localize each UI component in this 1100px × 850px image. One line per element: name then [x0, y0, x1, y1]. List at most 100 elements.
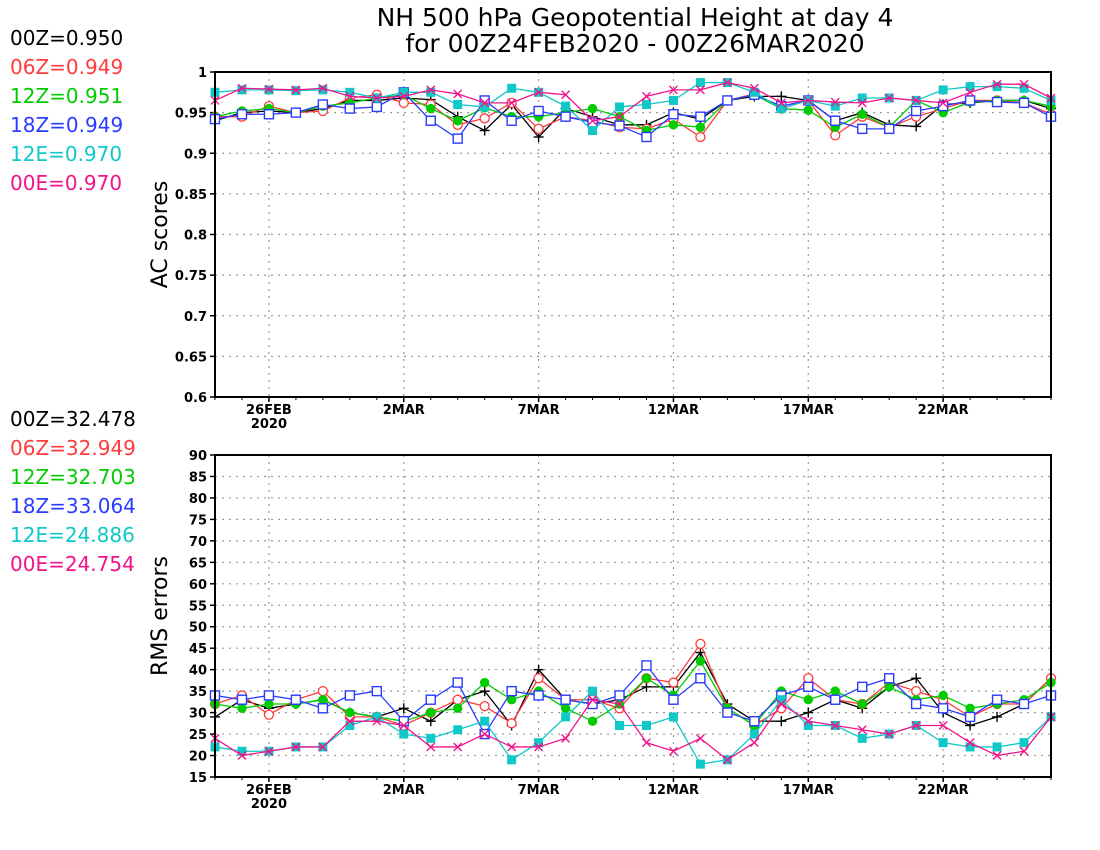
rms-point-00e	[830, 720, 840, 730]
rms-ytick-label: 65	[189, 556, 207, 571]
ac-ytick-label: 0.85	[175, 188, 207, 203]
ac-point-12z	[668, 120, 679, 130]
ac-ytick-label: 0.8	[184, 229, 207, 244]
rms-point-18z	[857, 681, 868, 693]
rms-point-12z	[560, 703, 571, 714]
rms-point-12e	[453, 725, 463, 735]
rms-point-00e	[641, 738, 651, 748]
rms-point-06z	[533, 673, 544, 684]
rms-legend-entry: 18Z=33.064	[10, 494, 136, 518]
rms-point-06z	[479, 701, 490, 712]
rms-point-00z	[479, 686, 490, 697]
ac-point-12e	[992, 82, 1002, 92]
rms-point-12e	[938, 738, 948, 748]
rms-ytick-label: 20	[189, 750, 207, 765]
rms-point-12e	[668, 712, 678, 722]
rms-point-12e	[857, 733, 867, 743]
rms-ytick-label: 80	[189, 492, 207, 507]
rms-point-12e	[399, 729, 409, 739]
ac-series-line-06z	[215, 93, 1052, 138]
ac-point-12e	[668, 95, 678, 105]
rms-point-18z	[317, 703, 329, 714]
rms-point-00z	[776, 716, 787, 727]
ac-point-12e	[426, 87, 436, 97]
ac-point-18z	[641, 131, 652, 143]
rms-point-18z	[641, 660, 652, 671]
rms-point-00z	[398, 703, 409, 714]
rms-legend-entry: 00E=24.754	[10, 552, 135, 576]
ac-point-00z	[479, 125, 490, 136]
rms-series-line-12e	[214, 690, 1052, 765]
rms-point-00e	[453, 742, 463, 752]
rms-ytick-label: 70	[189, 535, 207, 550]
ac-point-12e	[588, 126, 598, 135]
ac-point-00e	[776, 98, 786, 108]
ac-point-18z	[317, 99, 329, 110]
ac-ytick-label: 1	[198, 66, 207, 81]
rms-point-18z	[964, 711, 976, 723]
rms-point-18z	[1018, 698, 1030, 710]
ac-point-12e	[507, 83, 517, 93]
rms-xtick-label: 7MAR	[518, 783, 560, 798]
ac-point-00e	[345, 91, 355, 101]
ac-point-12z	[426, 103, 436, 114]
rms-point-18z	[290, 694, 302, 705]
ac-xtick-label: 26FEB	[246, 403, 292, 418]
ac-point-12e	[776, 104, 786, 114]
ac-point-00e	[507, 98, 517, 108]
ac-ytick-label: 0.6	[184, 391, 207, 406]
ac-point-18z	[695, 111, 706, 122]
rms-point-12z	[641, 673, 652, 683]
rms-point-00e	[938, 720, 948, 730]
rms-point-18z	[614, 690, 625, 701]
rms-point-00z	[992, 711, 1003, 722]
rms-point-18z	[452, 677, 463, 688]
ac-point-18z	[668, 109, 679, 120]
rms-point-18z	[749, 715, 760, 727]
rms-point-12e	[695, 759, 705, 769]
ac-legend-entry: 12E=0.970	[10, 142, 123, 166]
rms-point-00e	[345, 716, 355, 726]
rms-ytick-label: 55	[189, 599, 207, 614]
rms-point-12e	[615, 720, 625, 730]
rms-point-00e	[803, 716, 813, 726]
rms-xtick-label: 12MAR	[648, 783, 699, 798]
ac-legend-entry: 12Z=0.951	[10, 84, 124, 108]
rms-point-00e	[965, 738, 975, 748]
rms-point-12z	[965, 703, 975, 714]
rms-legend-entry: 12Z=32.703	[10, 465, 136, 489]
rms-ytick-label: 75	[189, 513, 207, 528]
rms-point-18z	[991, 694, 1003, 705]
rms-point-12e	[803, 720, 813, 730]
ac-ytick-label: 0.95	[175, 107, 207, 122]
ac-point-06z	[479, 113, 490, 124]
rms-point-12e	[1019, 738, 1029, 748]
ac-point-00e	[399, 91, 409, 101]
ac-point-12e	[695, 78, 705, 88]
ac-point-00e	[318, 83, 328, 93]
rms-point-12z	[264, 699, 274, 709]
rms-ytick-label: 45	[189, 642, 207, 657]
rms-point-00e	[615, 699, 625, 709]
rms-xtick-label: 26FEB	[246, 783, 292, 798]
rms-point-18z	[695, 673, 706, 684]
ac-point-12e	[480, 102, 490, 112]
rms-point-00e	[992, 751, 1002, 761]
rms-point-00e	[399, 720, 409, 730]
ac-point-12e	[830, 101, 840, 111]
rms-point-00e	[857, 725, 867, 735]
ac-legend: 00Z=0.950 06Z=0.949 12Z=0.951 18Z=0.949 12E=…	[10, 24, 123, 198]
rms-point-00e	[668, 746, 678, 756]
rms-series-line-00z	[214, 651, 1052, 727]
rms-point-12e	[426, 733, 436, 743]
rms-point-12z	[479, 677, 490, 688]
ac-point-00z	[776, 91, 787, 102]
ac-point-18z	[857, 123, 868, 135]
rms-point-12z	[803, 695, 813, 705]
ac-point-12e	[561, 101, 571, 111]
rms-ytick-label: 30	[189, 707, 207, 722]
ac-point-06z	[695, 131, 706, 143]
ac-ytick-label: 0.9	[184, 147, 207, 162]
rms-point-18z	[668, 694, 679, 705]
